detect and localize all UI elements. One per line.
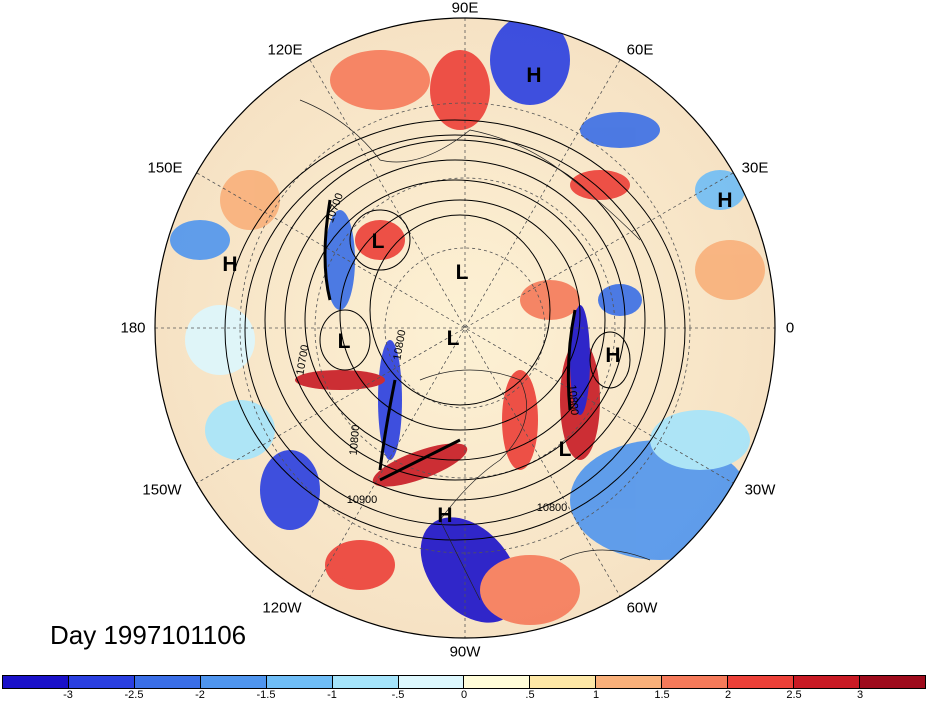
anomaly-patches: [170, 18, 765, 625]
colorbar-tick-label: 1: [592, 689, 600, 701]
colorbar-tick-label: -2.5: [124, 689, 144, 701]
colorbar-tick-label: .5: [525, 689, 535, 701]
map-border: [154, 17, 776, 639]
coastlines: [299, 99, 651, 601]
colorbar-tick-label: 3: [856, 689, 864, 701]
colorbar-tick-label: 1.5: [654, 689, 670, 701]
colorbar-segment: [662, 676, 729, 688]
colorbar-tick-label: -2: [195, 689, 205, 701]
colorbar: [2, 675, 926, 689]
colorbar-segment: [398, 676, 465, 688]
colorbar-tick-label: 2: [724, 689, 732, 701]
colorbar-segment: [596, 676, 663, 688]
longitude-label-90e: 90E: [451, 0, 479, 17]
high-pressure-label: H: [605, 344, 621, 367]
colorbar-segment: [794, 676, 860, 688]
contour-label: 10800: [536, 502, 568, 514]
colorbar-tick-label: -.5: [391, 689, 405, 701]
high-pressure-label: H: [717, 189, 733, 212]
longitude-label-180: 180: [120, 319, 146, 337]
low-pressure-label: L: [558, 438, 572, 461]
longitude-label-150e: 150E: [147, 159, 183, 177]
colorbar-segment: [68, 676, 135, 688]
contour-label: 10900: [346, 494, 378, 506]
colorbar-tick-label: -3: [63, 689, 73, 701]
longitude-label-60e: 60E: [626, 41, 654, 59]
map-title: Day 1997101106: [50, 620, 247, 650]
longitude-label-30w: 30W: [744, 481, 776, 499]
longitude-label-120e: 120E: [267, 41, 303, 59]
jet-contours: [323, 199, 577, 482]
low-pressure-label: L: [371, 230, 385, 253]
colorbar-tick-label: -1: [327, 689, 337, 701]
low-pressure-label: L: [455, 261, 469, 284]
high-pressure-label: H: [222, 253, 238, 276]
colorbar-tick-label: 2.5: [786, 689, 802, 701]
colorbar-segment: [728, 676, 795, 688]
colorbar-segment: [332, 676, 399, 688]
colorbar-tick-label: 0: [460, 689, 468, 701]
high-pressure-label: H: [437, 504, 453, 527]
longitude-label-90w: 90W: [449, 643, 481, 661]
longitude-label-120w: 120W: [262, 599, 302, 617]
longitude-label-60w: 60W: [626, 599, 658, 617]
colorbar-segment: [3, 676, 69, 688]
colorbar-segment: [530, 676, 597, 688]
longitude-label-150w: 150W: [142, 481, 182, 499]
height-contours: [224, 119, 686, 541]
low-pressure-label: L: [446, 327, 460, 350]
low-pressure-label: L: [337, 330, 351, 353]
colorbar-segment: [464, 676, 531, 688]
longitude-label-0: 0: [785, 319, 795, 337]
high-pressure-label: H: [526, 64, 542, 87]
colorbar-segment: [266, 676, 333, 688]
longitude-label-30e: 30E: [741, 159, 769, 177]
colorbar-segment: [134, 676, 201, 688]
graticule: [155, 18, 775, 638]
colorbar-segment: [859, 676, 925, 688]
contour-label: 10800: [565, 384, 581, 416]
colorbar-segment: [200, 676, 267, 688]
colorbar-tick-label: -1.5: [256, 689, 276, 701]
